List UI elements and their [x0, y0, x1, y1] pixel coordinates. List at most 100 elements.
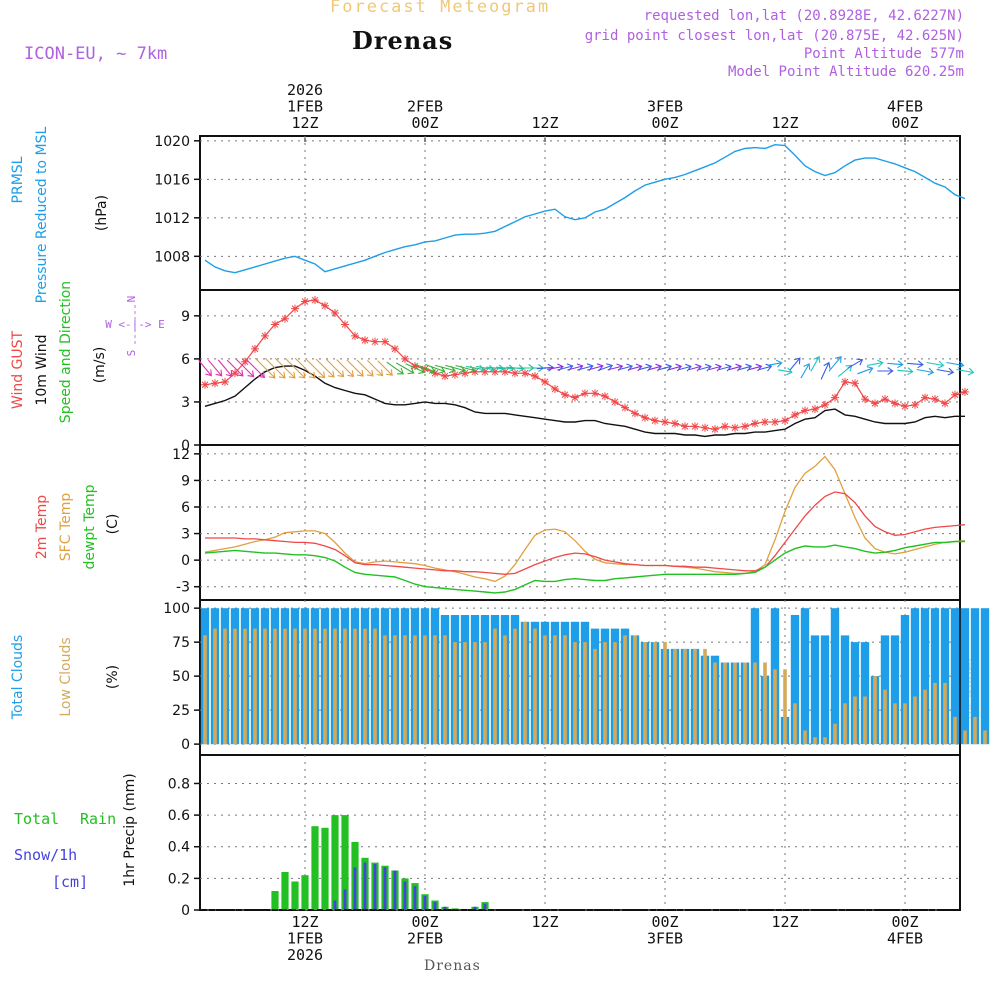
gust-marker: [891, 399, 899, 408]
bottom-time-label: 00Z: [651, 913, 678, 931]
low-cloud-bar: [573, 642, 577, 745]
low-cloud-bar: [393, 635, 397, 745]
cloud-ytick-label: 100: [163, 601, 190, 617]
wind-direction-arrow: [336, 359, 355, 378]
wind-direction-arrow: [274, 357, 296, 379]
cloud-ytick-label: 50: [172, 669, 190, 685]
gust-marker: [711, 425, 719, 434]
gust-marker: [261, 331, 269, 340]
low-cloud-bar: [323, 628, 327, 745]
gust-marker: [791, 410, 799, 419]
wind-unit: (m/s): [92, 347, 108, 384]
total-cloud-bar: [950, 608, 960, 745]
rain-bar: [281, 872, 289, 910]
low-cloud-bar: [903, 703, 907, 745]
wind-direction-arrow: [207, 359, 223, 377]
wind-direction-arrow: [367, 360, 384, 377]
wind-direction-arrow: [245, 358, 266, 379]
gust-marker: [411, 362, 419, 371]
wind-direction-arrow: [465, 364, 485, 373]
gust-marker: [211, 379, 219, 388]
total-cloud-bar: [860, 642, 870, 745]
gust-marker: [721, 422, 729, 431]
precip-unit: 1hr Precip (mm): [122, 773, 138, 886]
wind-direction-arrow: [778, 367, 793, 376]
gust-marker: [251, 344, 259, 353]
low-cloud-bar: [823, 737, 827, 745]
footer-location: Drenas: [424, 958, 481, 974]
low-cloud-bar: [493, 628, 497, 745]
gust-marker: [231, 369, 239, 378]
pressure-panel: 1008 1012 1016 1020: [154, 134, 961, 291]
low-cloud-bar: [743, 662, 747, 745]
gust-marker: [631, 409, 639, 418]
snow-bar: [333, 900, 337, 910]
top-time-label: 00Z: [411, 114, 438, 132]
gust-marker: [861, 395, 869, 404]
gust-marker: [591, 389, 599, 398]
precip-ytick-label: 0.8: [168, 776, 190, 792]
gust-marker: [521, 369, 529, 378]
low-cloud-bar: [583, 642, 587, 745]
low-cloud-bar: [383, 635, 387, 745]
cloud-ytick-label: 25: [172, 703, 190, 719]
wind-direction-arrow: [496, 364, 515, 373]
low-cloud-bar: [253, 628, 257, 745]
gust-marker: [931, 395, 939, 404]
low-cloud-bar: [753, 662, 757, 745]
temp-panel: -3 0 3 6 9 12: [172, 444, 961, 601]
low-cloud-bar: [973, 716, 977, 745]
total-cloud-bar: [940, 608, 950, 745]
gust-marker: [911, 400, 919, 409]
total-cloud-bar: [890, 635, 900, 745]
rain-bar: [451, 908, 459, 910]
wind-direction-arrow: [226, 359, 244, 377]
gust-marker: [431, 369, 439, 378]
snow-bar: [373, 864, 377, 910]
wind-direction-arrow: [768, 359, 783, 368]
temp-unit: (C): [105, 514, 121, 535]
wind-direction-arrow: [936, 367, 955, 376]
cloud-ytick-label: 75: [172, 635, 190, 651]
temp-ytick-label: 3: [181, 527, 190, 543]
gust-marker: [401, 354, 409, 363]
location-title: Drenas: [352, 26, 454, 55]
pressure-ytick-label: 1008: [154, 249, 190, 265]
wind-label-10m: 10m Wind: [34, 334, 50, 405]
precip-ytick-label: 0.4: [168, 840, 190, 856]
compass-north: N: [125, 296, 138, 303]
wind-label-direction: Speed and Direction: [58, 281, 74, 423]
wind-direction-arrow: [847, 358, 864, 369]
top-time-label: 2FEB: [407, 98, 443, 116]
wind-direction-arrow: [587, 363, 604, 371]
wind-direction-arrow: [284, 357, 306, 379]
low-cloud-bar: [933, 682, 937, 745]
wind-direction-arrow: [217, 359, 233, 377]
low-cloud-bar: [213, 628, 217, 745]
pressure-ytick-label: 1020: [154, 134, 190, 150]
wind-direction-arrow: [315, 358, 335, 378]
low-cloud-bar: [963, 730, 967, 745]
gust-marker: [341, 320, 349, 329]
wind-ytick-label: 3: [181, 395, 190, 411]
wind-label-gust: Wind GUST: [10, 330, 26, 409]
low-cloud-bar: [983, 730, 987, 745]
low-cloud-bar: [853, 696, 857, 745]
wind-direction-arrow: [254, 357, 276, 379]
low-cloud-bar: [603, 642, 607, 745]
total-cloud-bar: [800, 608, 810, 745]
requested-coordinates: requested lon,lat (20.8928E, 42.6227N): [643, 8, 964, 24]
wind-direction-arrow: [396, 362, 415, 375]
low-cloud-bar: [943, 682, 947, 745]
total-cloud-bar: [920, 608, 930, 745]
low-cloud-bar: [923, 689, 927, 745]
wind-direction-arrow: [897, 367, 914, 376]
low-cloud-bar: [613, 642, 617, 745]
snow-bar: [393, 870, 397, 910]
low-cloud-bar: [363, 628, 367, 745]
low-cloud-bar: [203, 635, 207, 745]
low-cloud-bar: [803, 730, 807, 745]
gust-marker: [461, 369, 469, 378]
low-cloud-bar: [563, 635, 567, 745]
total-cloud-bar: [900, 615, 910, 745]
